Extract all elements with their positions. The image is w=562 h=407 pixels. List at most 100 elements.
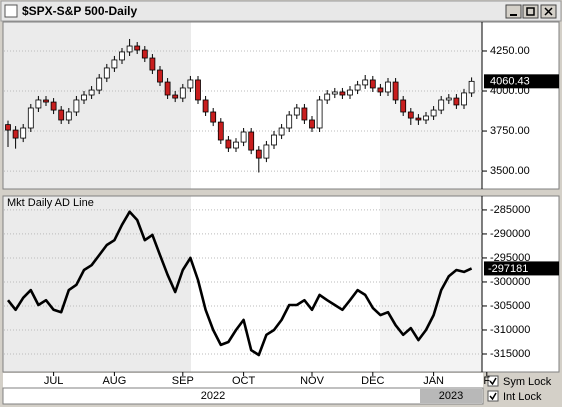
x-tick-label: JAN [423,375,444,387]
maximize-icon [526,7,535,16]
price-axis-area [482,22,559,189]
candle-body [164,81,171,96]
candle-body [377,87,384,93]
sym-lock[interactable]: Sym Lock [487,375,552,388]
close-icon [544,7,553,16]
last-value-label: -297181 [488,263,528,275]
checkbox[interactable] [487,375,499,387]
checkbox[interactable] [487,390,499,402]
y-tick-label: 3500.00 [490,165,530,177]
candle-body [35,99,42,109]
candle-body [407,111,414,119]
candle-body [27,107,34,129]
check-mark [489,377,497,386]
candle-body [20,127,27,139]
ad-axis-area [482,196,559,372]
candle-body [210,111,217,123]
last-value-box [484,261,559,276]
candle-body [331,91,338,95]
candle-body [141,49,148,59]
x-tick-label: OCT [232,375,256,387]
candle-body [233,141,239,149]
candle-body [445,97,452,101]
x-tick-label: JUL [44,375,64,387]
x-tick-label: AUG [102,375,126,387]
int-lock[interactable]: Int Lock [487,390,542,403]
candle-body [157,69,163,83]
candle-body [179,87,186,99]
candle-body [354,84,361,91]
y-tick-label: -290000 [490,228,530,240]
y-tick-label: -305000 [490,300,530,312]
candle-body [347,89,353,96]
candle-body [248,131,255,151]
maximize-button[interactable] [522,4,539,19]
year-label: 2023 [439,390,463,402]
candle-body [126,45,133,53]
year-row [2,387,484,405]
candle-body [134,45,141,51]
candle-body [271,134,277,146]
x-tick-label: SEP [172,375,194,387]
x-tick-label: F [483,375,490,387]
candle-body [293,107,300,116]
title-bar [0,0,562,22]
candle-body [88,89,95,96]
candle-body [438,99,445,111]
candle-body [65,111,72,121]
year-highlight [420,389,482,403]
y-tick-label: -310000 [490,324,530,336]
candle-body [187,79,194,89]
last-price-box [484,74,559,89]
candle-body [12,129,19,139]
shade-band [380,22,482,189]
candle-body [309,119,315,129]
candle-body [217,121,224,141]
candle-body [58,109,65,121]
candle-body [392,81,399,101]
candle-body [369,79,376,89]
candle-body [5,124,11,131]
candle-body [50,101,57,111]
panel-border [2,195,560,373]
y-tick-label: -295000 [490,252,530,264]
candle-body [385,81,391,93]
ad-panel-title: Mkt Daily AD Line [7,197,94,209]
y-tick-label: -315000 [490,348,530,360]
y-tick-label: 4250.00 [490,45,530,57]
minimize-button[interactable] [505,4,522,19]
candle-body [263,144,270,159]
y-tick-label: -285000 [490,204,530,216]
x-tick-label: NOV [300,375,325,387]
candle-body [202,99,209,113]
candle-body [149,57,156,71]
checkbox-label: Sym Lock [503,376,552,388]
ad-line [6,210,473,357]
candle-body [195,79,201,101]
candle-body [415,117,422,121]
shade-band [3,22,191,189]
window-buttons[interactable] [505,4,557,19]
candle-body [225,139,232,149]
window-icon [4,4,18,18]
candle-body [316,99,323,129]
candle-body [81,94,87,101]
candle-body [286,114,293,129]
y-tick-label: 3750.00 [490,125,530,137]
candle-body [96,77,103,91]
date-axis [3,373,483,388]
shade-band [3,196,191,372]
window-title: $SPX-S&P 500-Daily [22,4,137,18]
last-price-label: 4060.43 [490,76,530,88]
checkbox-label: Int Lock [503,391,542,403]
candle-body [103,67,110,79]
candle-body [453,97,460,106]
candle-body [324,93,331,101]
year-label: 2022 [201,390,225,402]
candle-body [468,80,475,94]
candle-body [362,79,369,86]
candle-body [172,94,179,99]
candle-body [400,99,407,113]
